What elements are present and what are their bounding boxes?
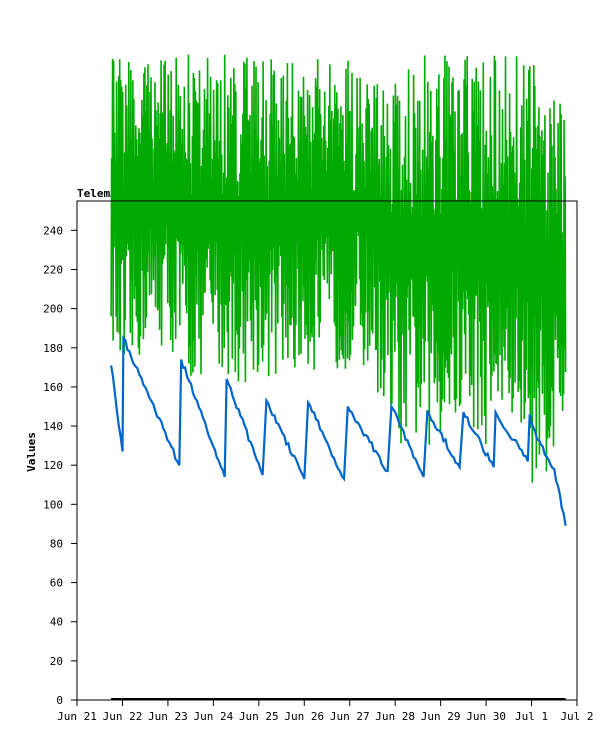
x-tick-label: Jun 23 — [148, 710, 188, 723]
y-tick-label: 180 — [43, 342, 63, 355]
x-axis: Jun 21 Jun 22 Jun 23 Jun 24 Jun 25 Jun 26 Jun … — [57, 700, 594, 723]
plot-lines — [110, 54, 567, 700]
x-tick-label: Jun 29 — [421, 710, 461, 723]
plot-frame — [76, 200, 578, 701]
x-tick-label: Jun 24 — [193, 710, 233, 723]
x-tick-label: Jun 28 — [375, 710, 415, 723]
x-tick-label: Jul 2 — [560, 710, 593, 723]
x-tick-label: Jun 25 — [239, 710, 279, 723]
y-tick-label: 0 — [56, 694, 63, 707]
chart-title: Telem… — [77, 187, 117, 200]
x-tick-label: Jul 1 — [515, 710, 548, 723]
y-axis-label: Values — [25, 432, 38, 472]
y-tick-label: 60 — [50, 577, 63, 590]
y-tick-label: 220 — [43, 263, 63, 276]
x-tick-label: Jun 27 — [330, 710, 370, 723]
y-tick-label: 240 — [43, 224, 63, 237]
y-tick-label: 100 — [43, 498, 63, 511]
y-tick-label: 140 — [43, 420, 63, 433]
x-tick-label: Jun 21 — [57, 710, 97, 723]
y-tick-label: 200 — [43, 303, 63, 316]
series-blue-line — [110, 335, 567, 526]
series-green-line — [110, 54, 567, 483]
y-tick-label: 40 — [50, 616, 63, 629]
y-axis: 0 20 40 60 80 100 120 140 160 180 200 220 240 — [43, 224, 77, 707]
x-tick-label: Jun 22 — [103, 710, 143, 723]
y-tick-label: 80 — [50, 537, 63, 550]
y-tick-label: 20 — [50, 655, 63, 668]
x-tick-label: Jun 30 — [466, 710, 506, 723]
y-tick-label: 160 — [43, 381, 63, 394]
x-tick-label: Jun 26 — [284, 710, 324, 723]
y-tick-label: 120 — [43, 459, 63, 472]
